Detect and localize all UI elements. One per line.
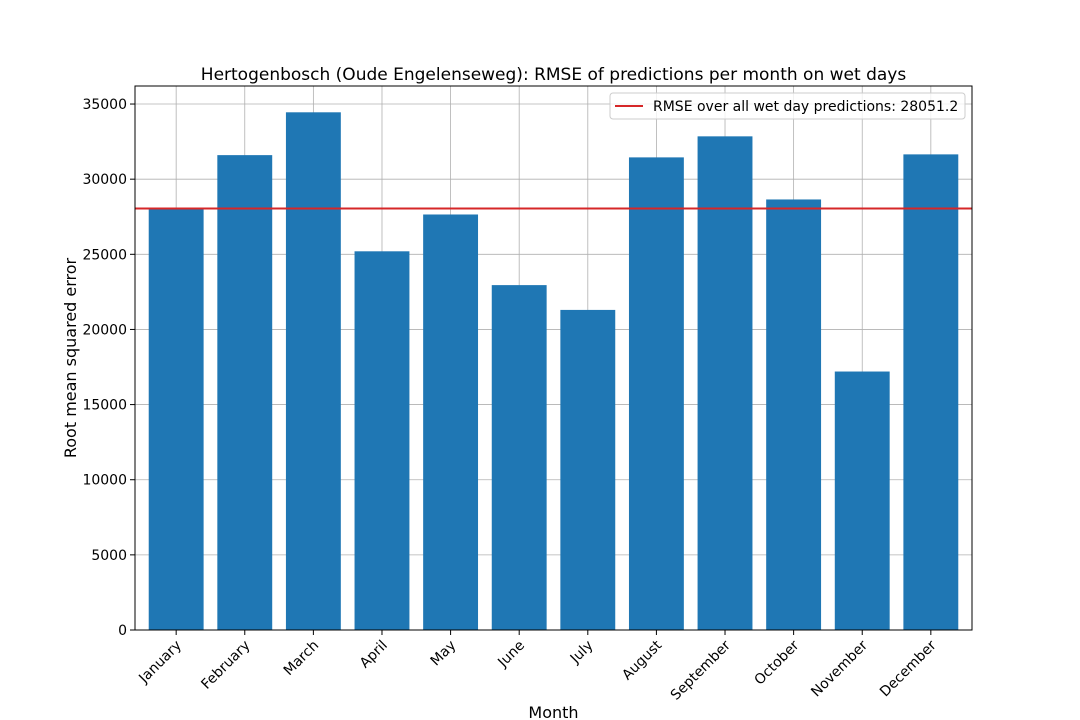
y-tick-label: 10000: [82, 473, 127, 489]
bar-august: [628, 157, 684, 630]
bar-january: [148, 209, 204, 631]
chart-title: Hertogenbosch (Oude Engelenseweg): RMSE …: [201, 65, 907, 85]
y-tick-label: 25000: [82, 247, 127, 263]
bar-may: [423, 214, 479, 630]
y-tick-label: 20000: [82, 322, 127, 338]
y-tick-label: 35000: [82, 97, 127, 113]
bar-december: [903, 154, 959, 631]
bar-june: [491, 285, 547, 630]
y-tick-label: 30000: [82, 172, 127, 188]
y-axis-label: Root mean squared error: [61, 257, 80, 458]
bar-march: [285, 112, 341, 630]
bars-layer: [148, 112, 959, 631]
legend: RMSE over all wet day predictions: 28051…: [609, 92, 966, 120]
bar-november: [834, 371, 890, 630]
bar-april: [354, 251, 410, 630]
x-axis-label: Month: [528, 703, 578, 720]
bar-february: [217, 155, 273, 630]
bar-july: [560, 309, 616, 630]
bar-september: [697, 136, 753, 631]
y-tick-label: 0: [118, 623, 127, 639]
plot-frame: [134, 85, 973, 631]
y-tick-label: 5000: [91, 548, 127, 564]
legend-label: RMSE over all wet day predictions: 28051…: [653, 99, 958, 115]
legend-box: [609, 92, 966, 120]
bar-october: [766, 199, 822, 630]
y-tick-label: 15000: [82, 398, 127, 414]
